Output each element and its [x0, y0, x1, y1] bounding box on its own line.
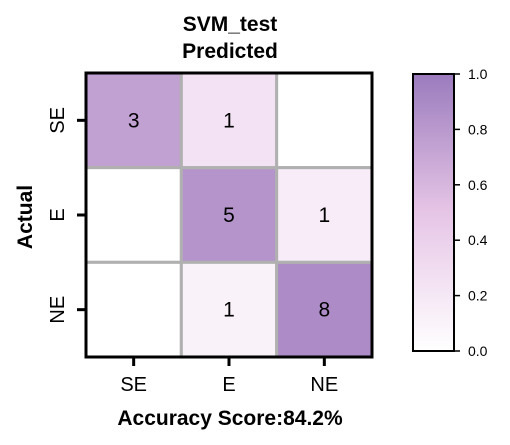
- x-tick-label: NE: [310, 374, 338, 396]
- heatmap-cell-NE-E: [179, 260, 279, 359]
- heatmap-cell-SE-E: [179, 71, 279, 170]
- x-tick-label: SE: [120, 374, 147, 396]
- chart-title-line1: SVM_test: [183, 13, 278, 36]
- cell-value-label: 3: [128, 109, 140, 132]
- colorbar: [412, 73, 455, 352]
- heatmap-cell-E-NE: [275, 166, 374, 264]
- heatmap-cell-NE-SE: [84, 260, 183, 359]
- cell-value-label: 8: [318, 299, 330, 322]
- colorbar-tick-label: 0.2: [468, 288, 488, 304]
- colorbar-tick-label: 0.8: [468, 121, 488, 137]
- colorbar-tick-label: 0.6: [468, 177, 488, 193]
- y-tick-label: E: [47, 208, 69, 221]
- colorbar-tick-label: 0.4: [468, 232, 488, 248]
- colorbar-tick-label: 0.0: [468, 343, 488, 359]
- cell-value-label: 1: [318, 204, 330, 227]
- y-tick-label: SE: [47, 107, 69, 134]
- cell-value-label: 1: [223, 109, 235, 132]
- x-axis-ticks: SE E NE: [120, 357, 338, 396]
- heatmap-cell-labels: 3 1 5 1 1 8: [128, 109, 330, 321]
- x-axis-label: Accuracy Score:84.2%: [117, 407, 343, 430]
- cell-value-label: 5: [223, 204, 235, 227]
- heatmap-cell-E-SE: [84, 166, 183, 264]
- chart-title-line2: Predicted: [182, 40, 278, 63]
- x-tick-label: E: [222, 374, 235, 396]
- y-tick-label: NE: [47, 296, 69, 324]
- y-axis-label: Actual: [14, 185, 37, 249]
- heatmap-cell-SE-NE: [275, 71, 374, 170]
- colorbar-ticks: 0.0 0.2 0.4 0.6 0.8 1.0: [454, 66, 488, 359]
- colorbar-tick-label: 1.0: [468, 66, 488, 82]
- y-axis-ticks: SE E NE: [47, 107, 86, 324]
- cell-value-label: 1: [223, 299, 235, 322]
